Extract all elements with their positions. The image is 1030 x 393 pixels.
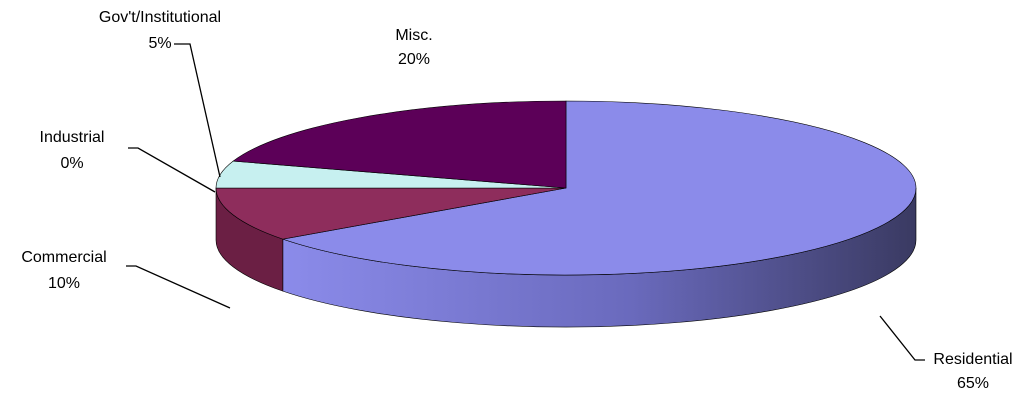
label-misc-value: 20% — [398, 51, 430, 68]
leader-residential — [879, 315, 925, 361]
leader-industrial — [128, 147, 216, 193]
label-residential-name: Residential — [933, 351, 1012, 368]
leader-lines — [126, 43, 925, 361]
label-misc-name: Misc. — [395, 27, 432, 44]
leader-govt — [174, 43, 221, 178]
slice-misc- — [232, 100, 567, 189]
label-govt-value: 5% — [148, 35, 171, 52]
slice-label-misc: Misc. 20% — [395, 27, 432, 68]
slice-residential — [281, 100, 917, 276]
slice-label-commercial: Commercial 10% — [21, 249, 106, 292]
pie-slices — [215, 100, 917, 328]
slice-label-residential: Residential 65% — [933, 351, 1012, 392]
slice-commercial — [215, 187, 567, 240]
label-residential-value: 65% — [957, 375, 989, 392]
label-commercial-name: Commercial — [21, 249, 106, 266]
slice-label-govt: Gov't/Institutional 5% — [99, 9, 221, 52]
label-industrial-name: Industrial — [40, 129, 105, 146]
slice-label-industrial: Industrial 0% — [40, 129, 105, 172]
label-industrial-value: 0% — [60, 155, 83, 172]
label-govt-name: Gov't/Institutional — [99, 9, 221, 26]
label-commercial-value: 10% — [48, 275, 80, 292]
leader-commercial — [126, 265, 231, 309]
